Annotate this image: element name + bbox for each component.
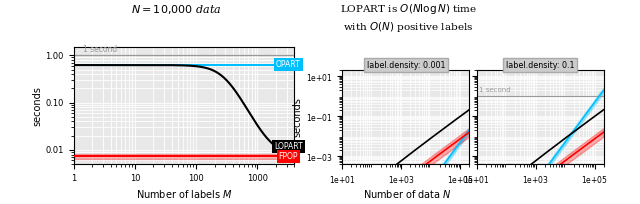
Text: 1 second: 1 second	[479, 87, 511, 93]
Y-axis label: seconds: seconds	[33, 86, 43, 125]
Text: Number of data $N$: Number of data $N$	[364, 188, 452, 200]
X-axis label: Number of labels $M$: Number of labels $M$	[136, 188, 232, 201]
Text: OPART: OPART	[276, 60, 301, 69]
Text: LOPART: LOPART	[274, 142, 303, 151]
Text: FPOP: FPOP	[278, 152, 298, 161]
Text: 1 second: 1 second	[83, 45, 117, 54]
Text: LOPART is $O(N\log N)$ time
with $O(N)$ positive labels: LOPART is $O(N\log N)$ time with $O(N)$ …	[340, 2, 477, 34]
Title: label.density: 0.1: label.density: 0.1	[506, 61, 575, 70]
Title: label.density: 0.001: label.density: 0.001	[367, 61, 445, 70]
Text: $N = 10{,}000$ data: $N = 10{,}000$ data	[131, 3, 221, 16]
Y-axis label: seconds: seconds	[293, 97, 303, 137]
